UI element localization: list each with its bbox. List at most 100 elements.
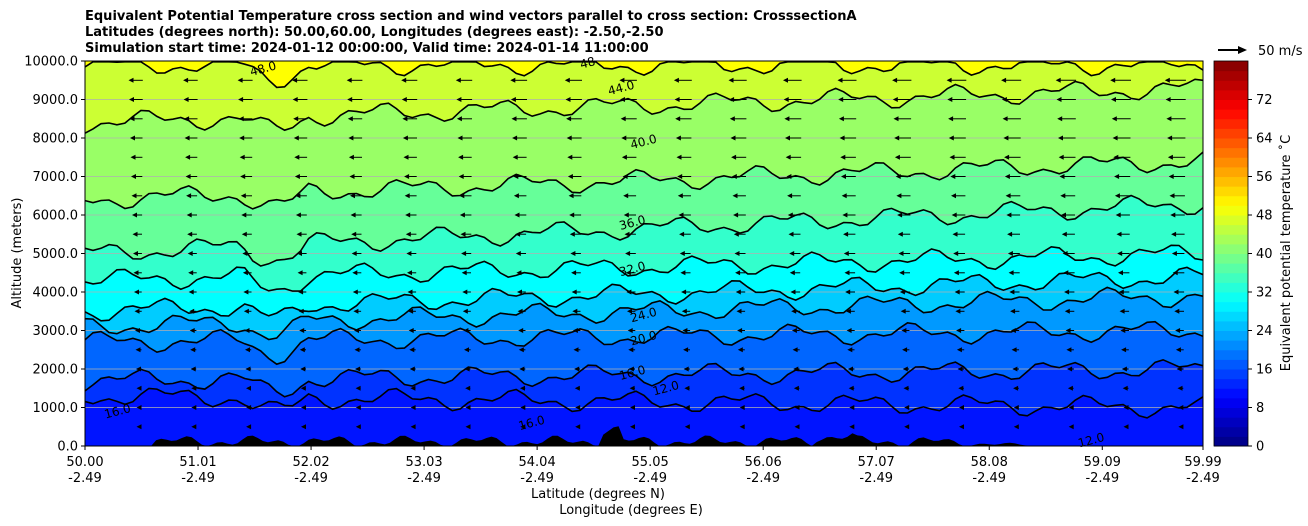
- wind-vector-head: [567, 174, 573, 179]
- wind-vector-head: [187, 251, 193, 256]
- wind-vector-head: [191, 424, 197, 430]
- contour-line-16: [85, 358, 1203, 398]
- colorbar-segment: [1214, 118, 1248, 129]
- wind-vector-head: [129, 97, 134, 102]
- wind-vector-head: [190, 366, 196, 372]
- wind-vector-head: [572, 308, 578, 314]
- wind-vector-head: [1118, 270, 1123, 276]
- wind-vector-head: [240, 174, 246, 179]
- wind-vector-head: [1123, 405, 1129, 410]
- wind-vector-head: [244, 328, 250, 333]
- wind-vector-head: [402, 116, 408, 122]
- wind-vector-head: [794, 405, 800, 410]
- wind-vector-head: [462, 289, 468, 295]
- wind-vector-head: [1008, 270, 1014, 276]
- wind-vector-head: [728, 77, 734, 83]
- wind-vector-head: [570, 251, 576, 256]
- x-tick-label-latitude: 58.08: [971, 455, 1008, 470]
- wind-vector-head: [897, 212, 903, 218]
- colorbar-tick-label: 56: [1256, 170, 1273, 185]
- wind-vector-head: [789, 270, 795, 276]
- wind-vector-head: [410, 405, 416, 410]
- y-tick-label: 5000.0: [33, 247, 79, 262]
- wind-vector-head: [567, 154, 573, 160]
- colorbar-segment: [1214, 205, 1248, 216]
- wind-vector-head: [903, 385, 909, 391]
- wind-vector-head: [409, 347, 415, 353]
- wind-vector-head: [1113, 154, 1119, 160]
- wind-vector-head: [1013, 424, 1019, 430]
- wind-vector-head: [1111, 97, 1116, 102]
- wind-vector-head: [845, 308, 851, 314]
- wind-vector-head: [948, 135, 954, 141]
- x-axis-label-longitude: Longitude (degrees E): [559, 503, 703, 518]
- wind-vector-head: [239, 154, 245, 160]
- wind-vector-head: [1123, 424, 1129, 430]
- wind-vector-head: [1117, 251, 1123, 256]
- wind-vector-head: [628, 366, 634, 372]
- wind-vector-head: [785, 135, 790, 141]
- wind-vector-head: [183, 77, 189, 83]
- wind-vector-head: [355, 424, 361, 430]
- contour-line-28: [85, 266, 1203, 322]
- wind-vector-head: [520, 385, 525, 391]
- wind-vector-head: [1121, 366, 1127, 372]
- wind-vector-head: [409, 366, 415, 372]
- wind-vector-head: [512, 154, 518, 160]
- wind-vector-head: [518, 328, 524, 333]
- wind-vector-head: [620, 97, 625, 102]
- wind-vector-head: [951, 193, 956, 199]
- wind-vector-head: [673, 77, 679, 83]
- wind-vector-head: [848, 385, 854, 391]
- wind-vector-head: [1067, 366, 1073, 372]
- wind-vector-head: [1118, 289, 1124, 295]
- wind-vector-head: [849, 424, 855, 430]
- wind-vector-head: [738, 366, 744, 372]
- wind-vector-head: [730, 135, 736, 141]
- wind-vector-head: [739, 424, 745, 430]
- colorbar-segment: [1214, 330, 1248, 341]
- wind-vector-head: [410, 424, 416, 430]
- colorbar-segment: [1214, 234, 1248, 245]
- colorbar-segment: [1214, 89, 1248, 101]
- x-tick-label-latitude: 57.07: [858, 455, 895, 470]
- wind-vector-head: [1010, 328, 1016, 333]
- wind-vector-head: [847, 347, 853, 353]
- wind-vector-head: [1058, 154, 1064, 160]
- x-tick-label-latitude: 59.09: [1084, 455, 1121, 470]
- wind-vector-head: [790, 289, 796, 295]
- wind-vector-head: [191, 385, 197, 391]
- wind-vector-layer: [128, 77, 1186, 430]
- wind-vector-head: [571, 289, 577, 295]
- x-tick-label-latitude: 53.03: [405, 455, 442, 470]
- colorbar-label: Equivalent potential temperature ˚C: [1278, 135, 1294, 371]
- wind-vector-head: [241, 231, 247, 237]
- colorbar-segment: [1214, 359, 1248, 370]
- wind-vector-head: [956, 328, 962, 333]
- wind-vector-head: [465, 385, 471, 391]
- wind-vector-head: [189, 328, 195, 333]
- wind-vector-head: [134, 289, 139, 295]
- wind-vector-head: [894, 154, 900, 160]
- wind-vector-head: [184, 116, 190, 122]
- wind-vector-head: [736, 308, 742, 314]
- wind-vector-head: [1061, 212, 1066, 218]
- wind-vector-head: [300, 366, 306, 372]
- wind-vector-head: [954, 289, 960, 295]
- wind-vector-head: [957, 366, 963, 372]
- wind-vector-head: [519, 366, 525, 372]
- wind-vector-head: [1177, 385, 1183, 391]
- wind-vector-head: [346, 77, 352, 83]
- wind-vector-head: [1067, 385, 1073, 391]
- wind-vector-head: [136, 366, 141, 372]
- wind-vector-head: [458, 154, 464, 160]
- wind-vector-head: [1007, 251, 1013, 256]
- wind-vector-head: [520, 405, 526, 410]
- wind-vector-head: [568, 193, 574, 199]
- wind-vector-head: [1170, 212, 1176, 218]
- wind-vector-head: [355, 385, 361, 391]
- wind-vector-head: [840, 154, 846, 160]
- wind-vector-head: [347, 116, 353, 122]
- x-tick-label-longitude: -2.49: [633, 471, 667, 486]
